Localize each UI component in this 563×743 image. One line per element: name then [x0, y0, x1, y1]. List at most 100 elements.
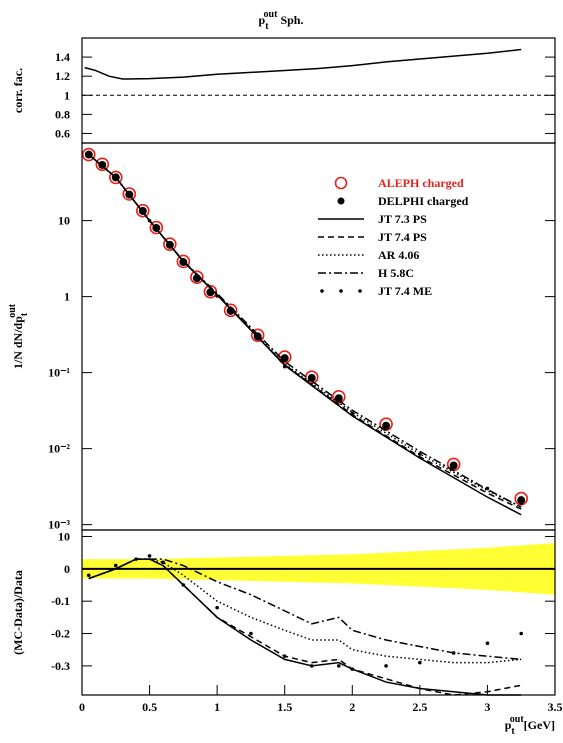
y-axis-label: corr. fac. — [11, 68, 25, 113]
data-point — [134, 557, 138, 561]
data-point — [81, 147, 96, 162]
data-point — [86, 573, 91, 578]
y-axis-label: (MC-Data)/Data — [11, 570, 25, 655]
data-point — [108, 170, 123, 185]
data-point — [350, 667, 355, 671]
series-line — [88, 153, 522, 510]
data-point — [277, 350, 292, 364]
legend-label: H 5.8C — [378, 266, 414, 280]
legend-label: JT 7.4 ME — [378, 284, 432, 298]
data-point — [149, 220, 164, 235]
y-tick-label: 1.4 — [55, 50, 70, 64]
y-tick-label: 1 — [64, 88, 70, 102]
x-tick-label: 0.5 — [142, 700, 157, 714]
legend-marker — [358, 289, 362, 293]
legend-label: JT 7.4 PS — [378, 230, 427, 244]
y-tick-label: 0 — [64, 562, 70, 576]
y-tick-label: 1.2 — [55, 69, 70, 83]
x-tick-label: 1.5 — [277, 700, 292, 714]
data-point — [147, 554, 152, 558]
x-tick-label: 1 — [214, 700, 220, 714]
data-point — [163, 237, 177, 251]
series-line — [88, 153, 522, 508]
chart-title-part: p — [259, 13, 266, 27]
data-point — [86, 152, 91, 157]
y-axis-label: 1/N dN/dptout — [7, 303, 30, 369]
y-tick-label: -0.2 — [51, 627, 70, 641]
y-tick-label: -0.3 — [51, 659, 70, 673]
data-point — [136, 203, 150, 218]
x-tick-label: 2 — [349, 700, 355, 714]
data-point — [282, 654, 287, 658]
data-point — [334, 394, 343, 403]
series-line — [88, 153, 522, 508]
data-point — [113, 563, 118, 568]
y-tick-label: 10⁻³ — [48, 518, 70, 532]
data-point — [95, 157, 110, 172]
series-line — [84, 48, 522, 80]
data-point — [418, 660, 422, 665]
data-point — [215, 605, 219, 610]
data-point — [250, 328, 265, 343]
y-axis-label-part: t — [19, 312, 30, 316]
y-axis-label-part: out — [7, 303, 18, 318]
data-point — [113, 175, 118, 180]
data-point — [418, 452, 422, 456]
x-tick-label: 3 — [484, 700, 490, 714]
data-point — [517, 496, 526, 505]
data-point — [147, 218, 152, 223]
data-point — [485, 641, 490, 646]
x-axis-label-part: [GeV] — [524, 718, 555, 732]
data-point — [223, 303, 238, 318]
data-point — [519, 501, 524, 506]
data-point — [181, 260, 186, 265]
data-point — [309, 664, 314, 668]
data-point — [215, 294, 219, 298]
legend-marker — [339, 289, 343, 293]
y-tick-label: 10 — [58, 214, 70, 228]
data-point — [181, 583, 186, 587]
y-tick-label: 10⁻² — [48, 442, 70, 456]
legend-label: JT 7.3 PS — [378, 212, 427, 226]
legend-marker — [320, 289, 324, 293]
y-tick-label: 10⁻¹ — [48, 366, 70, 380]
chart-title-part: t — [265, 21, 269, 32]
data-point — [249, 631, 253, 636]
data-point — [350, 411, 355, 416]
data-point — [449, 461, 458, 470]
data-point — [519, 631, 524, 636]
x-axis-label-part: out — [510, 714, 525, 725]
y-axis-label-part: 1/N dN/dp — [11, 316, 25, 369]
y-tick-label: 0.8 — [55, 107, 70, 121]
y-tick-label: 10 — [58, 529, 70, 543]
y-tick-label: 1 — [64, 290, 70, 304]
legend-marker — [337, 197, 345, 205]
data-point — [282, 364, 287, 369]
data-point — [336, 664, 341, 668]
data-point — [384, 664, 388, 668]
legend-label: ALEPH charged — [378, 176, 464, 190]
series-line — [88, 558, 522, 661]
data-point — [190, 270, 204, 285]
panel-frame — [81, 142, 556, 531]
chart-title: ptout Sph. — [259, 9, 304, 32]
y-axis-label-part: (MC-Data)/Data — [11, 570, 25, 655]
legend-label: DELPHI charged — [378, 194, 469, 208]
data-point — [379, 417, 393, 431]
legend-marker — [334, 176, 348, 190]
data-point — [176, 254, 191, 269]
x-tick-label: 2.5 — [412, 700, 427, 714]
data-point — [331, 390, 346, 404]
chart-title-part: Sph. — [277, 13, 303, 27]
data-point — [485, 486, 490, 491]
chart-title-part: out — [264, 9, 279, 20]
x-axis-label-part: t — [511, 726, 515, 737]
x-tick-label: 3.5 — [548, 700, 563, 714]
y-axis-label-part: corr. fac. — [11, 68, 25, 113]
data-point — [382, 421, 391, 430]
x-tick-label: 0 — [79, 700, 85, 714]
x-axis-label-part: p — [505, 718, 512, 732]
x-axis-label: ptout[GeV] — [505, 714, 555, 737]
legend-label: AR 4.06 — [378, 248, 419, 262]
